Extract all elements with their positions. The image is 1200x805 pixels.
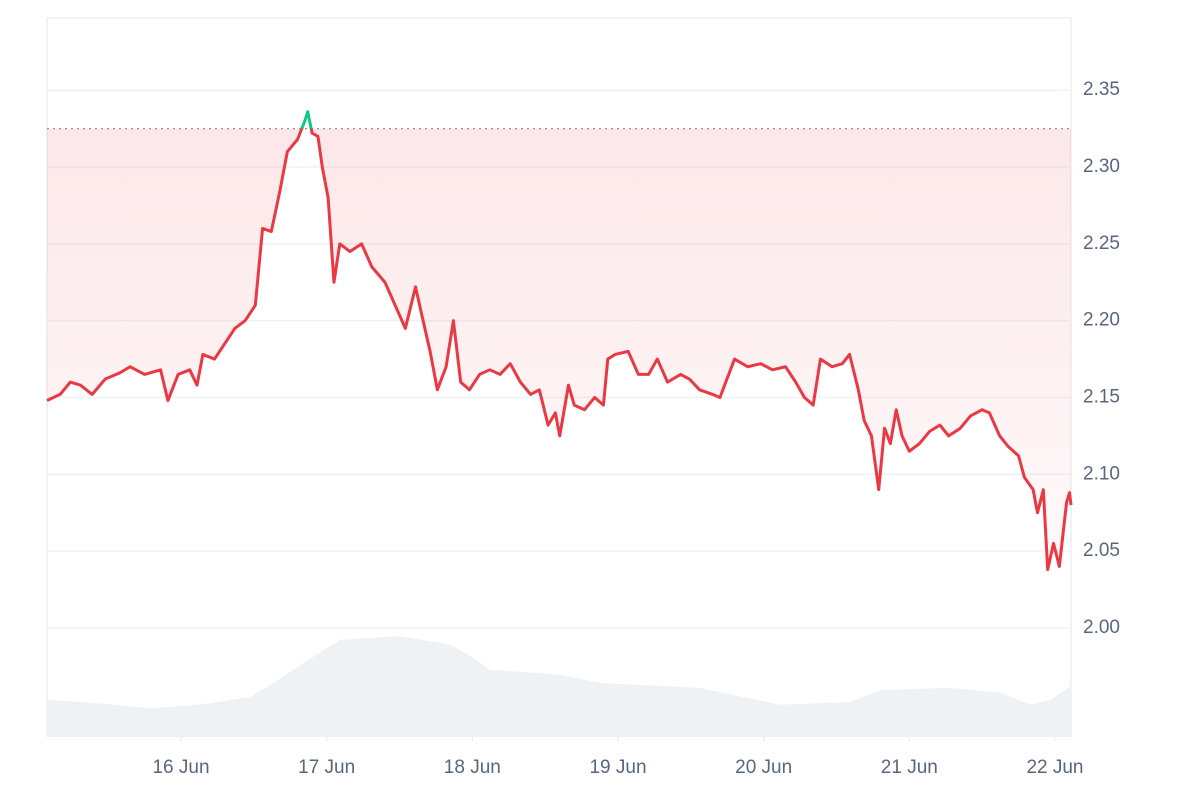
y-tick-label: 2.10 [1083,463,1120,484]
x-tick-label: 19 Jun [589,757,646,778]
x-tick-label: 18 Jun [444,757,501,778]
y-tick-label: 2.20 [1083,310,1120,331]
y-tick-label: 2.00 [1083,617,1120,638]
price-line [46,110,1073,572]
y-tick-label: 2.05 [1083,540,1120,561]
x-tick-label: 22 Jun [1026,757,1083,778]
volume-area [47,636,1071,737]
y-tick-label: 2.25 [1083,233,1120,254]
x-tick-label: 16 Jun [152,757,209,778]
x-tick-label: 17 Jun [298,757,355,778]
x-tick-label: 21 Jun [881,757,938,778]
y-tick-label: 2.15 [1083,386,1120,407]
y-tick-label: 2.30 [1083,156,1120,177]
y-tick-label: 2.35 [1083,79,1120,100]
price-fill [47,128,1071,570]
x-tick-label: 20 Jun [735,757,792,778]
